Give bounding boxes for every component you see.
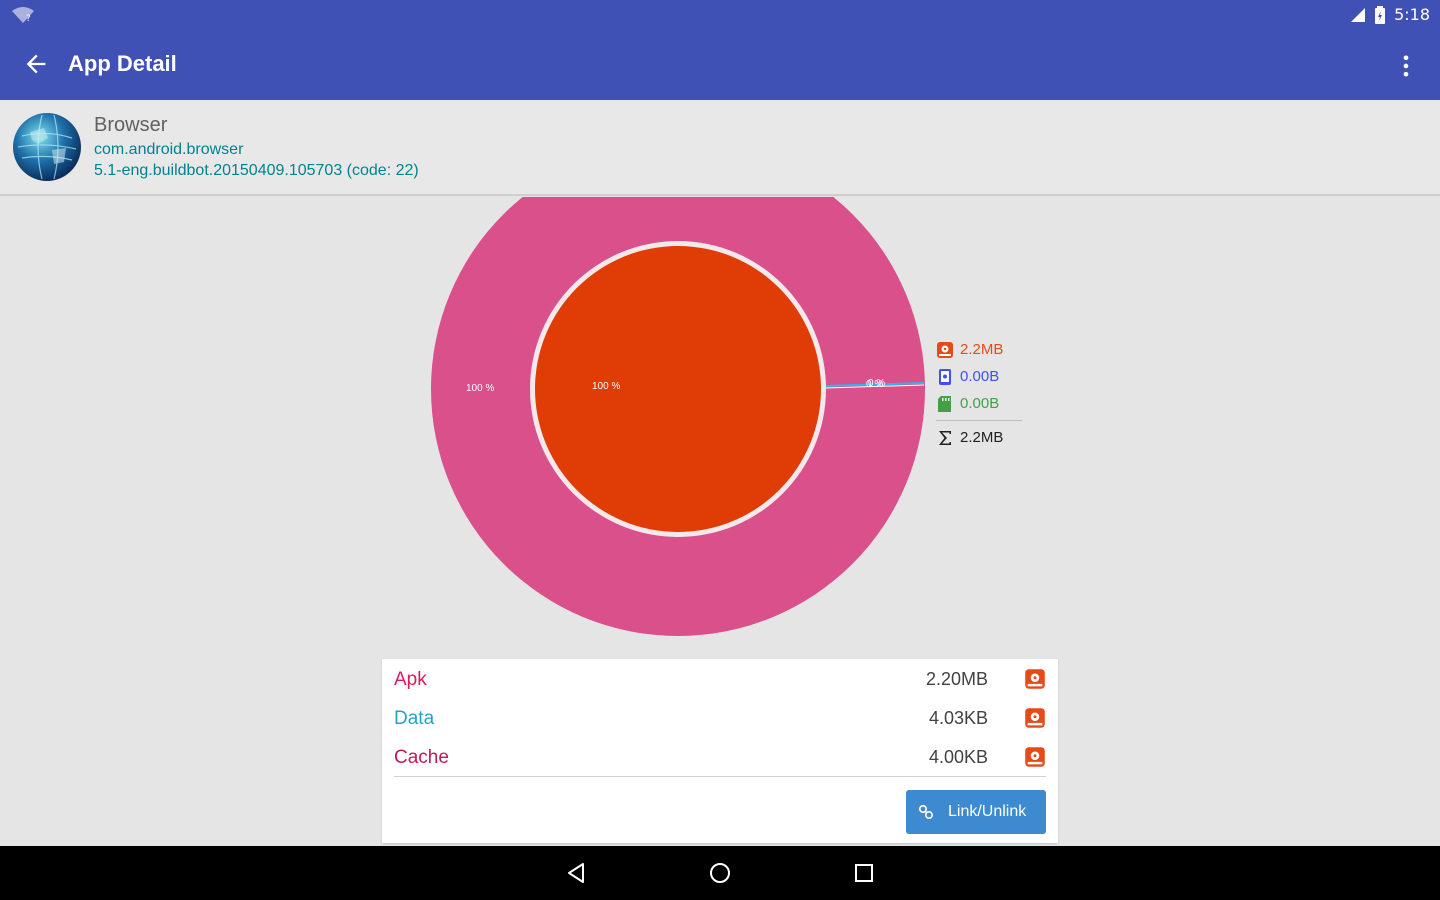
- battery-icon: [1375, 5, 1386, 24]
- legend-sd-value: 0.00B: [960, 395, 1000, 412]
- storage-row-label: Cache: [394, 747, 449, 768]
- page-title: App Detail: [68, 51, 177, 76]
- globe-app-icon: [13, 113, 81, 181]
- storage-row-value: 2.20MB: [925, 669, 988, 689]
- wifi-question-icon: ?: [12, 7, 34, 24]
- app-name: Browser: [94, 114, 168, 136]
- legend-total-value: 2.2MB: [960, 429, 1004, 446]
- legend-phone-value: 0.00B: [960, 368, 1000, 385]
- back-arrow-icon[interactable]: [22, 50, 50, 78]
- legend-internal-value: 2.2MB: [960, 341, 1004, 358]
- card-divider: [394, 776, 1046, 777]
- link-unlink-label: Link/Unlink: [948, 803, 1027, 820]
- link-unlink-button[interactable]: Link/Unlink: [906, 790, 1046, 834]
- internal-storage-icon[interactable]: [1024, 668, 1046, 690]
- inner-pie-slice-zero-marker: [825, 384, 925, 389]
- status-bar: ? 5:18: [0, 0, 1440, 30]
- legend-internal: 2.2MB: [936, 336, 1022, 363]
- phone-storage-icon: [939, 368, 951, 385]
- nav-back-icon[interactable]: [564, 861, 588, 885]
- inner-pie-slice-main: [535, 246, 821, 532]
- legend-total: 2.2MB: [936, 424, 1022, 451]
- app-version: 5.1-eng.buildbot.20150409.105703 (code: …: [94, 162, 419, 179]
- storage-card: Apk 2.20MB Data 4.03KB Cache 4.00KB: [382, 659, 1058, 843]
- storage-chart-area: 100 % 100 % 0 % 0 %: [0, 197, 1440, 647]
- outer-ring-slice-zero: [825, 382, 925, 387]
- legend-divider: [936, 420, 1022, 421]
- clock: 5:18: [1394, 5, 1430, 24]
- more-vertical-icon[interactable]: [1392, 52, 1420, 80]
- inner-pie-zero-label: 0 %: [868, 378, 885, 389]
- storage-donut-chart: 100 % 100 % 0 % 0 %: [431, 197, 925, 636]
- internal-storage-icon[interactable]: [1024, 707, 1046, 729]
- storage-row-cache: Cache 4.00KB: [394, 738, 1046, 777]
- internal-storage-icon[interactable]: [1024, 746, 1046, 768]
- inner-pie-label: 100 %: [592, 381, 620, 392]
- internal-storage-icon: [937, 341, 953, 358]
- app-package: com.android.browser: [94, 141, 244, 158]
- svg-text:?: ?: [26, 14, 31, 24]
- app-bar: App Detail: [0, 30, 1440, 100]
- storage-row-label: Data: [394, 708, 435, 729]
- sd-card-icon: [938, 395, 951, 412]
- app-info-header: Browser com.android.browser 5.1-eng.buil…: [0, 100, 1440, 196]
- legend-phone: 0.00B: [936, 363, 1022, 390]
- system-nav-bar: [0, 846, 1440, 900]
- storage-row-label: Apk: [394, 669, 427, 690]
- link-icon: [918, 804, 934, 820]
- storage-row-value: 4.00KB: [928, 747, 988, 767]
- nav-recents-icon[interactable]: [852, 861, 876, 885]
- storage-row-data: Data 4.03KB: [394, 699, 1046, 738]
- outer-ring-zero-label: 0 %: [866, 379, 883, 390]
- legend-sd: 0.00B: [936, 390, 1022, 417]
- storage-legend: 2.2MB 0.00B 0.00B 2.2MB: [936, 336, 1022, 451]
- storage-row-apk: Apk 2.20MB: [394, 660, 1046, 699]
- signal-icon: [1351, 7, 1366, 22]
- storage-row-value: 4.03KB: [928, 708, 988, 728]
- sigma-icon: [939, 430, 951, 445]
- nav-home-icon[interactable]: [708, 861, 732, 885]
- outer-ring-label: 100 %: [466, 383, 494, 394]
